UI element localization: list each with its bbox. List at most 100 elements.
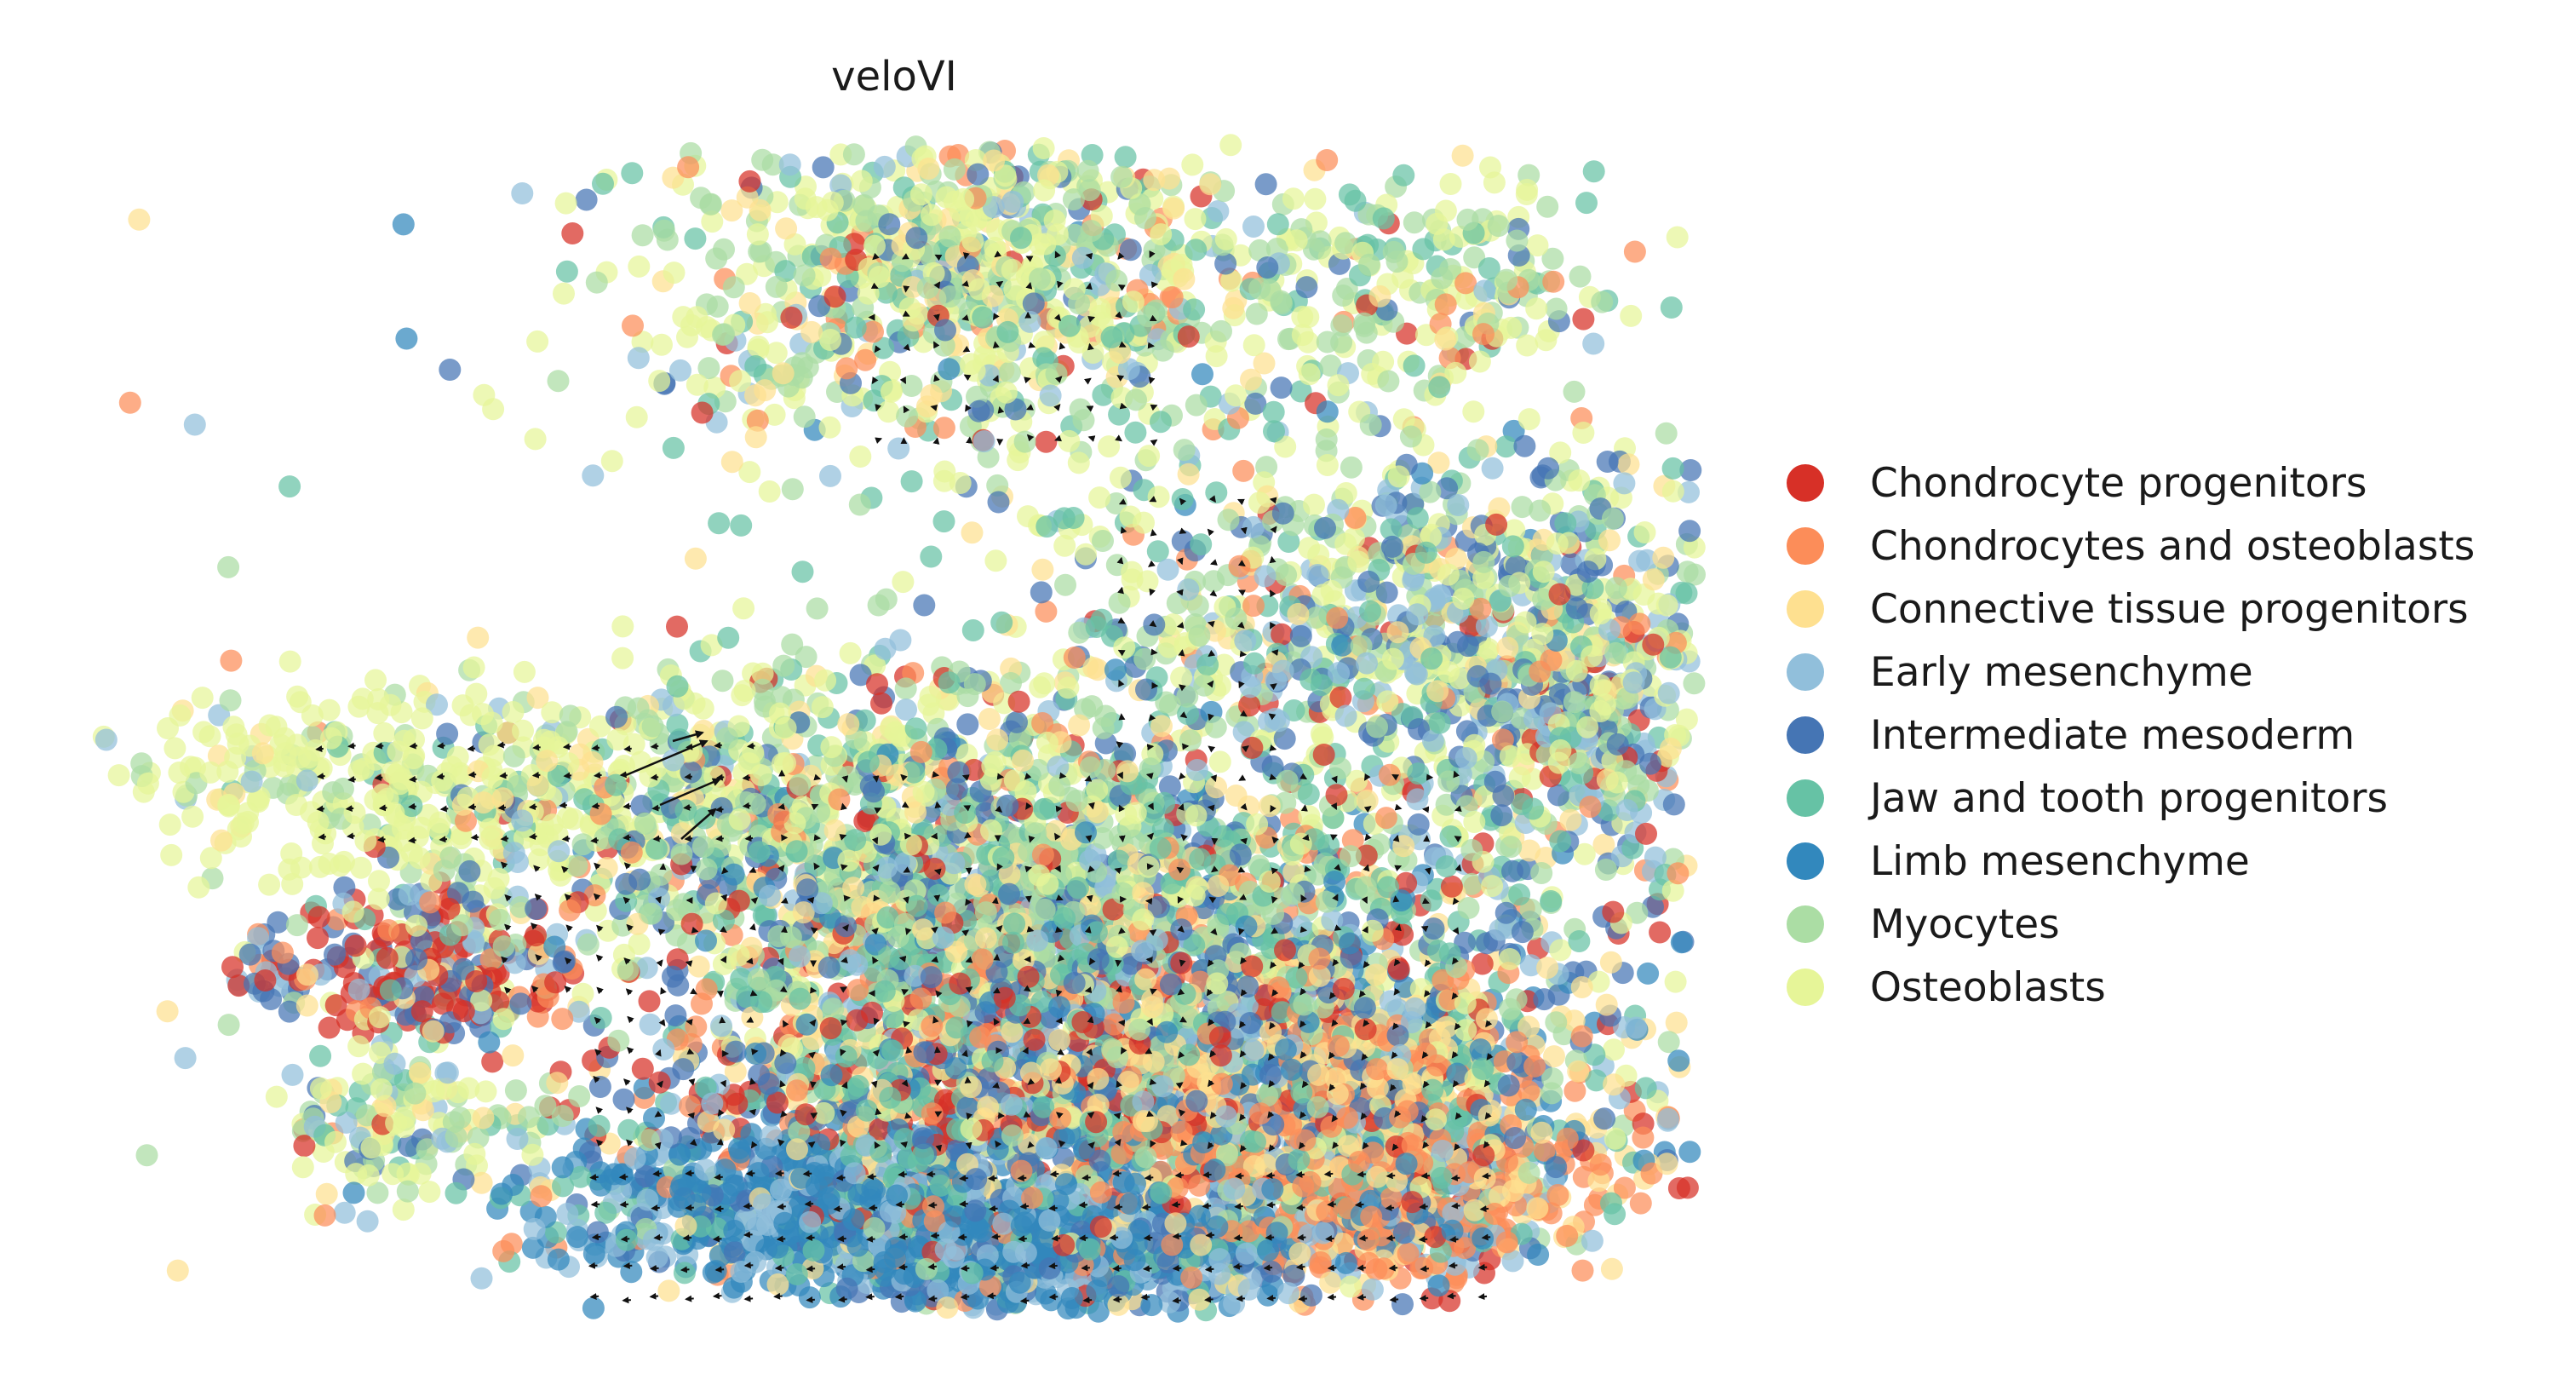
cell-point — [1563, 1079, 1586, 1102]
cell-point — [1162, 613, 1185, 635]
cell-point — [961, 521, 984, 544]
cell-point — [1340, 456, 1363, 479]
cell-point — [553, 282, 575, 305]
cell-point — [1171, 488, 1194, 510]
cell-point — [702, 1261, 725, 1284]
cell-point — [1035, 430, 1058, 453]
cell-point — [1092, 383, 1115, 406]
cell-point — [732, 597, 755, 620]
cell-point — [1637, 962, 1660, 985]
cell-point — [686, 373, 709, 396]
cell-point — [1592, 833, 1615, 856]
cell-point — [1316, 149, 1339, 171]
cell-point — [877, 400, 900, 423]
cell-point — [1054, 573, 1076, 596]
cell-point — [1242, 216, 1265, 238]
cell-point — [267, 911, 290, 934]
cell-point — [547, 370, 570, 393]
cell-point — [1053, 534, 1076, 557]
cell-point — [1181, 153, 1204, 176]
cell-point — [258, 873, 281, 896]
cell-point — [219, 689, 242, 712]
cell-point — [589, 1007, 612, 1029]
cell-point — [513, 660, 536, 683]
cell-point — [481, 1050, 504, 1073]
cell-point — [478, 1031, 501, 1054]
cell-point — [662, 436, 685, 459]
cell-point — [373, 721, 396, 744]
cell-point — [932, 469, 955, 492]
cell-point — [1146, 540, 1169, 563]
cell-point — [956, 713, 979, 736]
cell-point — [1403, 354, 1426, 377]
cell-point — [943, 158, 966, 181]
cell-point — [462, 656, 485, 679]
cell-point — [157, 717, 179, 739]
cell-point — [1242, 595, 1265, 618]
cell-point — [552, 1175, 574, 1198]
cell-point — [318, 1016, 341, 1039]
cell-point — [324, 994, 347, 1017]
cell-point — [526, 687, 549, 710]
cell-point — [1600, 1257, 1623, 1280]
cell-point — [511, 182, 534, 204]
cell-point — [711, 670, 734, 693]
cell-point — [585, 271, 608, 294]
cell-point — [524, 428, 547, 451]
cell-point — [1334, 532, 1357, 555]
cell-point — [1657, 681, 1680, 704]
cell-point — [281, 1063, 304, 1086]
cell-point — [217, 1014, 240, 1037]
cell-point — [561, 222, 584, 244]
cell-point — [625, 405, 648, 428]
cell-point — [708, 512, 731, 535]
cell-point — [1242, 334, 1265, 357]
cell-point — [1660, 296, 1683, 319]
cell-point — [183, 413, 206, 436]
cell-point — [920, 545, 943, 568]
cell-point — [730, 514, 753, 537]
cell-point — [1207, 200, 1230, 222]
cell-point — [217, 555, 240, 578]
cell-point — [620, 1261, 643, 1284]
cell-point — [191, 687, 214, 710]
cell-point — [470, 1171, 493, 1194]
cell-point — [622, 314, 644, 337]
cell-point — [631, 224, 654, 247]
cell-point — [664, 1004, 687, 1027]
cell-point — [473, 383, 496, 406]
cell-point — [818, 416, 841, 439]
cell-point — [315, 1182, 338, 1205]
cell-point — [978, 708, 1001, 730]
cell-point — [1199, 173, 1222, 196]
cell-point — [333, 1201, 356, 1224]
cell-point — [1379, 990, 1402, 1013]
cell-point — [692, 719, 715, 742]
cell-point — [617, 1118, 640, 1141]
cell-point — [1508, 883, 1531, 906]
cell-point — [1032, 137, 1055, 159]
cell-point — [392, 1198, 415, 1221]
cell-point — [1289, 915, 1312, 938]
cell-point — [887, 437, 910, 460]
cell-point — [1679, 459, 1702, 481]
cell-point — [1208, 750, 1231, 773]
cell-point — [657, 1279, 680, 1302]
cell-point — [307, 905, 330, 928]
cell-point — [781, 478, 804, 501]
cell-point — [652, 219, 675, 242]
cell-point — [1391, 923, 1414, 946]
cell-point — [691, 992, 713, 1015]
cell-point — [1191, 363, 1213, 386]
cell-point — [1511, 496, 1534, 519]
cell-point — [638, 990, 661, 1013]
cell-point — [451, 694, 474, 717]
cell-point — [307, 927, 329, 950]
cell-point — [611, 615, 634, 638]
cell-point — [220, 649, 243, 672]
cell-point — [1594, 859, 1617, 881]
cell-point — [502, 1044, 525, 1067]
cell-point — [738, 292, 761, 314]
cell-point — [1515, 183, 1538, 205]
